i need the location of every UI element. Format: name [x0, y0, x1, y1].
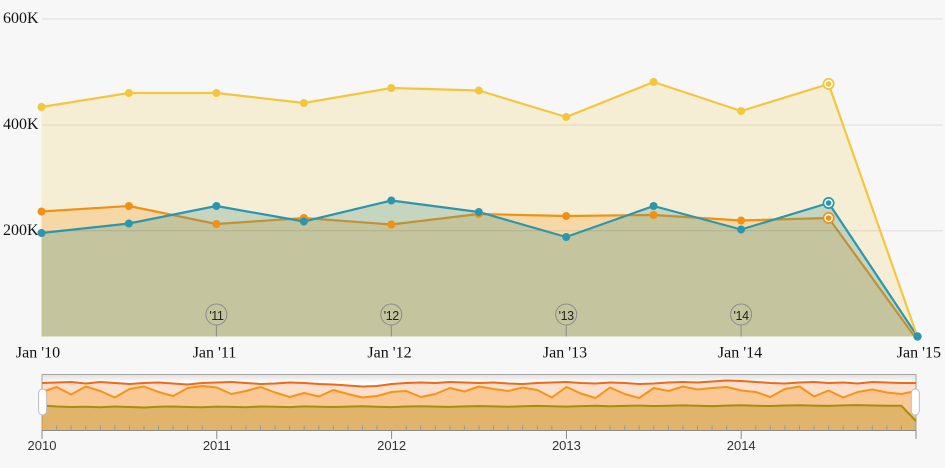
- svg-text:Jan '12: Jan '12: [367, 345, 411, 362]
- svg-text:Jan '13: Jan '13: [543, 345, 587, 362]
- svg-text:200K: 200K: [3, 222, 39, 239]
- svg-text:2010: 2010: [28, 438, 57, 453]
- svg-text:2012: 2012: [377, 438, 406, 453]
- svg-text:Jan '14: Jan '14: [718, 345, 762, 362]
- svg-text:'13: '13: [559, 309, 575, 323]
- svg-text:600K: 600K: [3, 10, 39, 27]
- svg-text:2013: 2013: [552, 438, 581, 453]
- svg-text:400K: 400K: [3, 116, 39, 133]
- svg-text:2011: 2011: [203, 438, 231, 453]
- svg-text:'12: '12: [384, 309, 400, 323]
- svg-text:Jan '11: Jan '11: [193, 345, 237, 362]
- svg-text:'11: '11: [209, 309, 224, 323]
- svg-text:2014: 2014: [727, 438, 756, 453]
- svg-text:Jan '15: Jan '15: [897, 345, 941, 362]
- svg-text:Jan '10: Jan '10: [16, 345, 60, 362]
- svg-text:'14: '14: [734, 309, 750, 323]
